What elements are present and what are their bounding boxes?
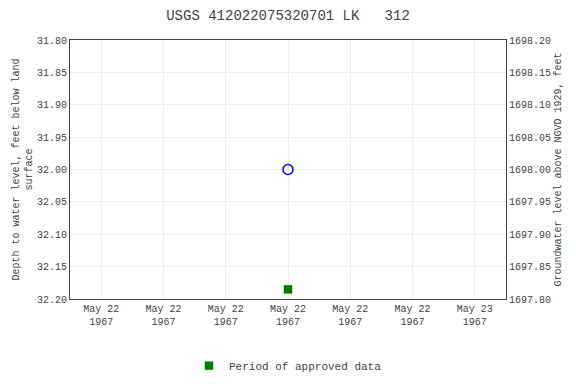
svg-text:May 221967: May 221967: [332, 304, 368, 328]
svg-text:May 221967: May 221967: [83, 304, 119, 328]
svg-text:Period of approved data: Period of approved data: [229, 361, 381, 373]
svg-text:1698.15: 1698.15: [509, 68, 551, 79]
svg-text:May 221967: May 221967: [395, 304, 431, 328]
svg-text:32.00: 32.00: [37, 165, 67, 176]
svg-text:32.20: 32.20: [37, 295, 67, 306]
svg-text:1698.20: 1698.20: [509, 36, 551, 47]
svg-text:May 221967: May 221967: [208, 304, 244, 328]
svg-text:May 221967: May 221967: [270, 304, 306, 328]
svg-text:1698.10: 1698.10: [509, 100, 551, 111]
svg-text:Groundwater level above NGVD 1: Groundwater level above NGVD 1929, feet: [553, 52, 564, 286]
svg-text:32.05: 32.05: [37, 197, 67, 208]
svg-text:1698.00: 1698.00: [509, 165, 551, 176]
svg-text:31.80: 31.80: [37, 36, 67, 47]
svg-text:31.85: 31.85: [37, 68, 67, 79]
svg-text:1697.85: 1697.85: [509, 262, 551, 273]
svg-text:USGS 412022075320701 LK 312: USGS 412022075320701 LK 312: [166, 8, 410, 24]
svg-text:May 231967: May 231967: [457, 304, 493, 328]
svg-text:1697.90: 1697.90: [509, 230, 551, 241]
svg-text:1698.05: 1698.05: [509, 133, 551, 144]
svg-text:Depth to water level, feet bel: Depth to water level, feet below landsur…: [11, 58, 35, 280]
svg-text:31.95: 31.95: [37, 133, 67, 144]
svg-text:1697.95: 1697.95: [509, 197, 551, 208]
svg-text:1697.80: 1697.80: [509, 295, 551, 306]
svg-text:32.15: 32.15: [37, 262, 67, 273]
svg-text:May 221967: May 221967: [145, 304, 181, 328]
svg-text:32.10: 32.10: [37, 230, 67, 241]
svg-text:31.90: 31.90: [37, 100, 67, 111]
